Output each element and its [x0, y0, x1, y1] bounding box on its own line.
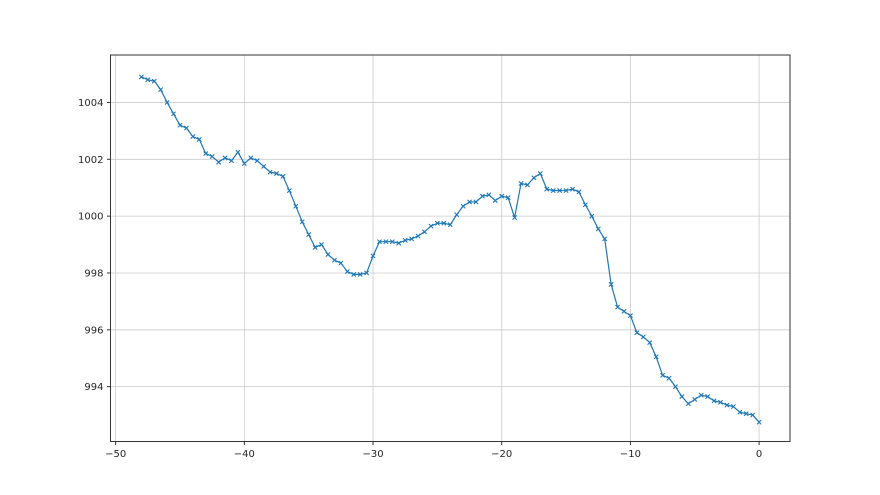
- x-tick-label: 0: [756, 449, 762, 460]
- x-tick-label: −10: [620, 449, 641, 460]
- x-tick-label: −30: [362, 449, 383, 460]
- y-axis: 994 996 998 1000 1002 1004: [78, 98, 111, 393]
- y-tick-label: 998: [84, 268, 103, 279]
- y-tick-label: 1004: [78, 98, 103, 109]
- plot-background: [110, 55, 790, 442]
- y-tick-label: 1002: [78, 155, 103, 166]
- y-tick-label: 996: [84, 325, 103, 336]
- y-tick-label: 994: [84, 382, 103, 393]
- x-tick-label: −50: [105, 449, 126, 460]
- grid: [110, 55, 790, 442]
- data-point-markers: [139, 74, 762, 425]
- x-axis: −50 −40 −30 −20 −10 0: [105, 441, 762, 460]
- x-tick-label: −40: [234, 449, 255, 460]
- axes-spines: [110, 54, 791, 442]
- x-tick-label: −20: [491, 449, 512, 460]
- y-tick-label: 1000: [78, 212, 103, 223]
